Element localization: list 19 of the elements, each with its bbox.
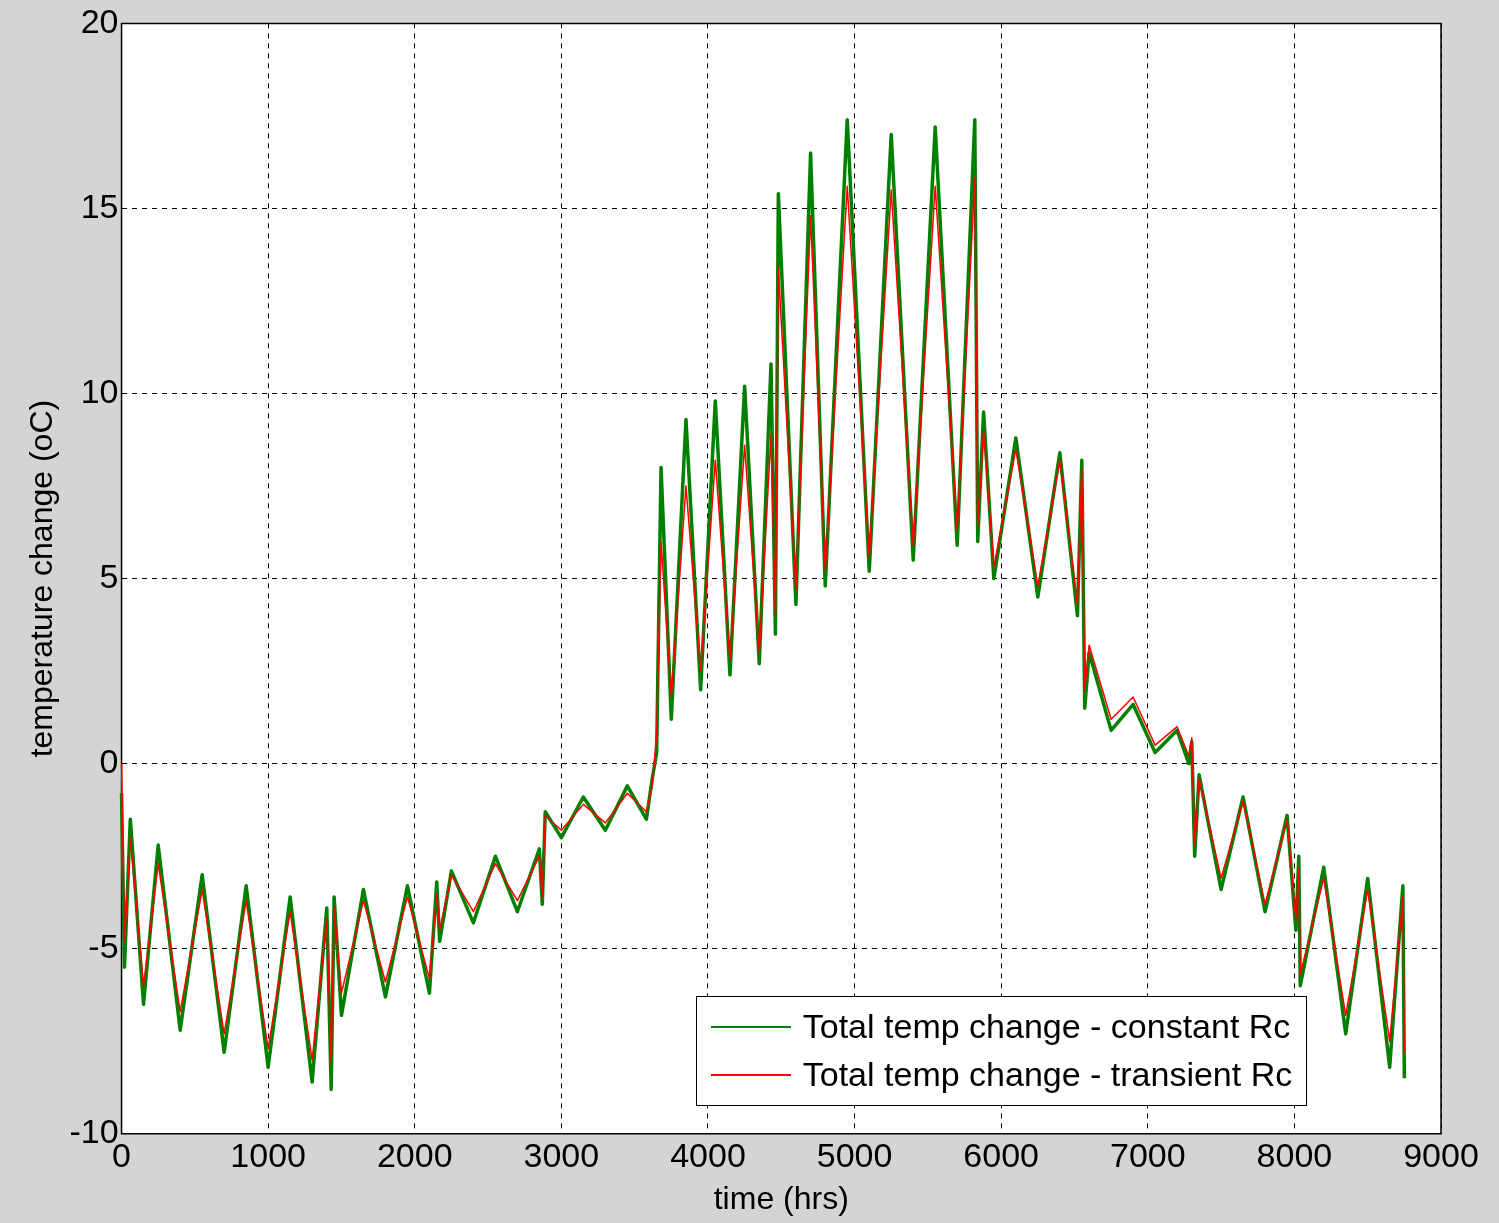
x-axis-title: time (hrs)	[713, 1179, 849, 1216]
y-tick-label: 10	[80, 371, 119, 410]
y-tick-label: 20	[80, 1, 119, 40]
x-tick-label: 2000	[376, 1135, 453, 1174]
x-tick-label: 4000	[670, 1135, 746, 1174]
y-axis-title: temperature change (oC)	[23, 399, 60, 758]
x-tick-label: 5000	[816, 1135, 893, 1174]
legend-label: Total temp change - transient Rc	[802, 1055, 1293, 1095]
legend-label: Total temp change - constant Rc	[802, 1007, 1291, 1047]
y-tick-label: 0	[99, 742, 119, 781]
y-tick-label: -5	[88, 927, 119, 966]
x-tick-label: 1000	[230, 1135, 306, 1174]
y-tick-label: 5	[99, 556, 119, 595]
x-tick-label: 9000	[1403, 1135, 1479, 1174]
y-tick-label: 15	[80, 186, 119, 225]
x-tick-label: 6000	[963, 1135, 1039, 1174]
x-tick-label: 8000	[1256, 1135, 1333, 1174]
x-tick-label: 7000	[1109, 1135, 1186, 1174]
x-tick-label: 3000	[523, 1135, 600, 1174]
